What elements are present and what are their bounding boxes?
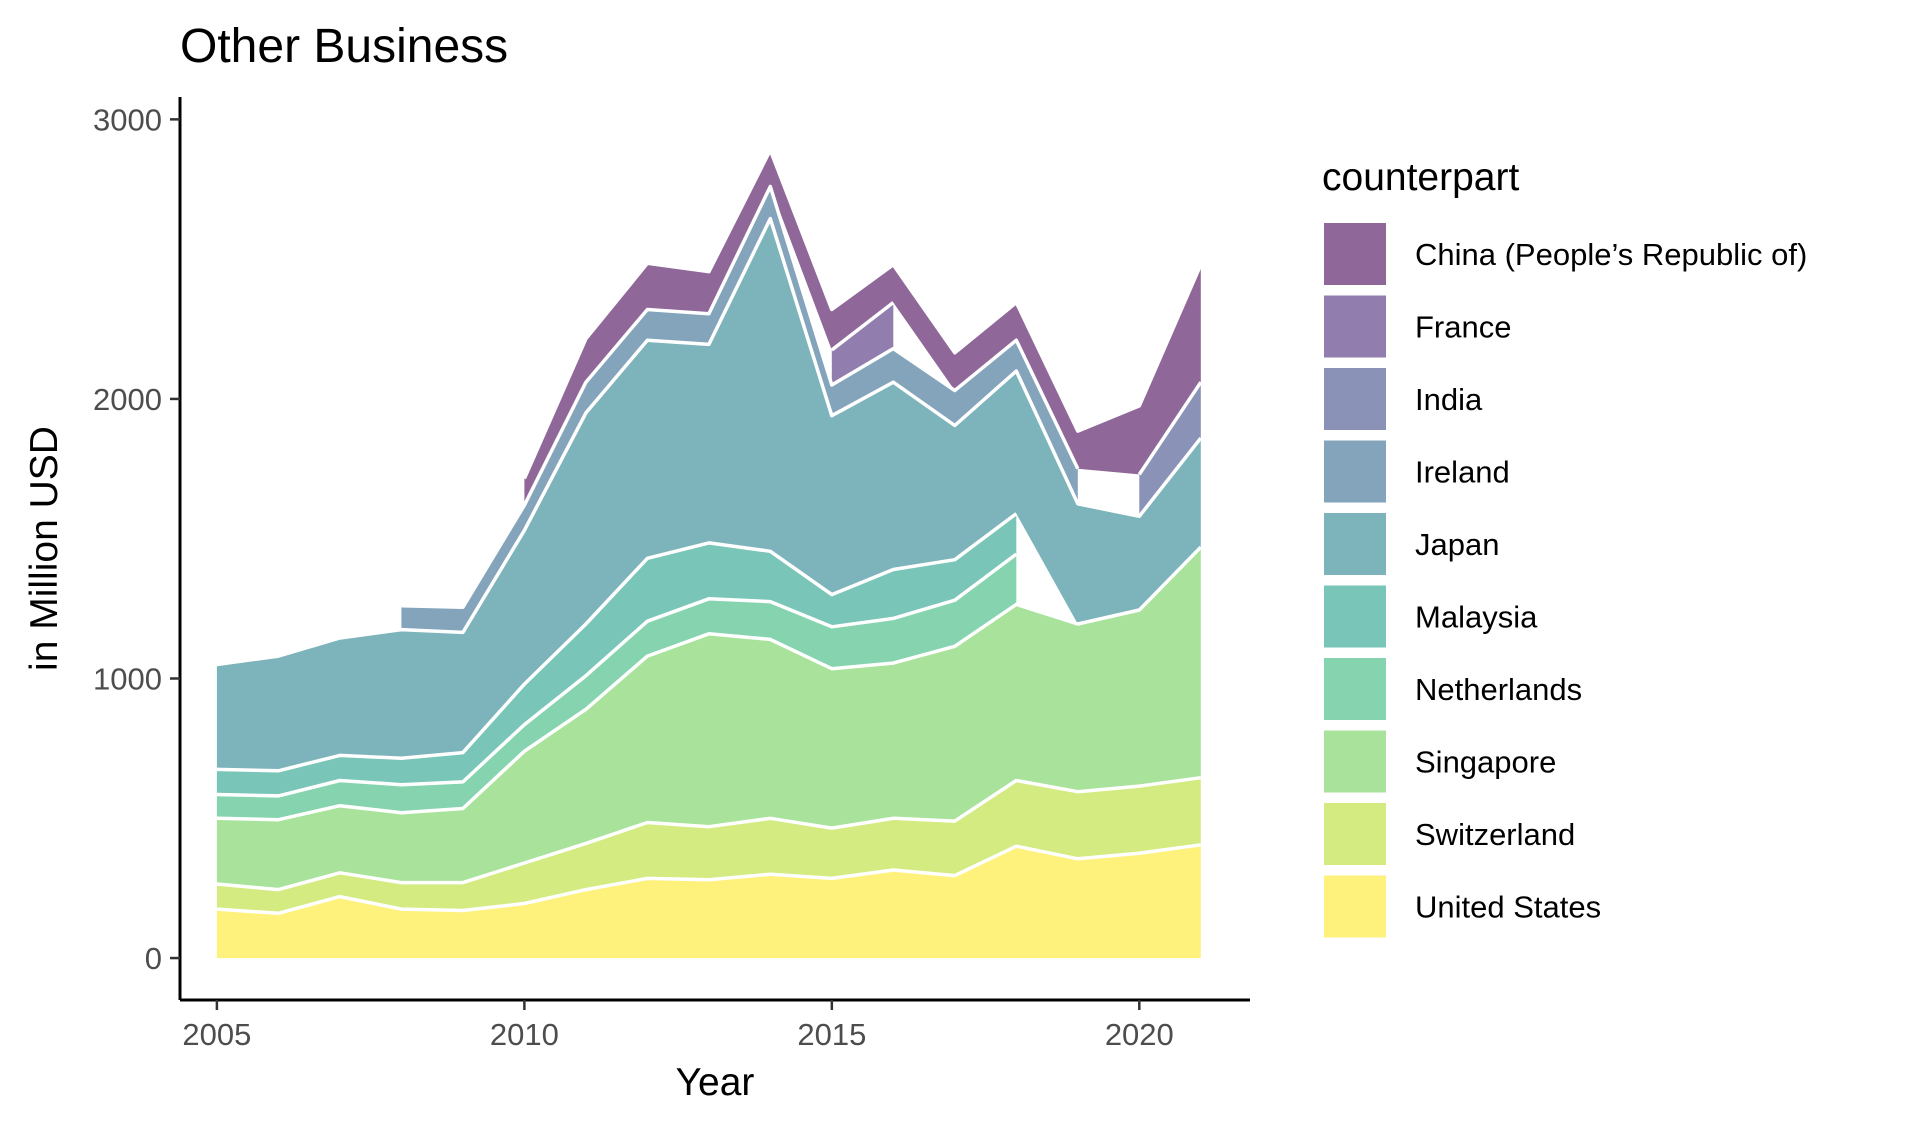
- legend-item-switzerland: Switzerland: [1324, 803, 1575, 865]
- legend-label: India: [1415, 382, 1483, 417]
- area-china-people-s-republic-of: [524, 150, 1201, 506]
- boundary-malaysia: [216, 512, 1018, 773]
- legend-swatch: [1324, 658, 1386, 720]
- legend-label: Ireland: [1415, 455, 1510, 490]
- area-united-states: [216, 844, 1201, 959]
- x-tick-label: 2005: [182, 1017, 251, 1052]
- x-tick-label: 2010: [490, 1017, 559, 1052]
- y-tick-label: 0: [145, 941, 162, 976]
- legend-label: Netherlands: [1415, 672, 1582, 707]
- x-tick-label: 2015: [797, 1017, 866, 1052]
- legend-swatch: [1324, 368, 1386, 430]
- area-netherlands: [216, 554, 1017, 820]
- legend-title: counterpart: [1322, 156, 1519, 199]
- legend-item-singapore: Singapore: [1324, 730, 1556, 793]
- chart-title: Other Business: [180, 20, 508, 73]
- legend-label: China (People’s Republic of): [1415, 237, 1807, 272]
- x-tick-label: 2020: [1105, 1017, 1174, 1052]
- x-axis-title: Year: [676, 1061, 755, 1104]
- legend-swatch: [1324, 295, 1386, 358]
- boundary-netherlands: [216, 552, 1018, 798]
- legend-swatch: [1324, 223, 1386, 285]
- area-ireland: [401, 186, 1078, 633]
- boundary-singapore: [216, 545, 1203, 822]
- area-switzerland: [216, 777, 1201, 914]
- plot-areas: [216, 148, 1203, 959]
- legend-label: Japan: [1415, 527, 1499, 562]
- y-tick-label: 1000: [93, 661, 162, 696]
- legend-item-netherlands: Netherlands: [1324, 658, 1582, 720]
- legend-item-japan: Japan: [1324, 513, 1499, 575]
- axes: 2005 2010 2015 2020 0 1000 2000 3000: [93, 97, 1250, 1052]
- legend-label: Switzerland: [1415, 817, 1575, 852]
- y-tick-label: 2000: [93, 382, 162, 417]
- boundary-united-states: [216, 843, 1202, 916]
- legend: counterpart China (People’s Republic of)…: [1322, 156, 1807, 938]
- y-axis-title: in Million USD: [23, 426, 66, 671]
- legend-item-china-people-s-republic-of: China (People’s Republic of): [1324, 223, 1807, 285]
- boundary-ireland: [401, 184, 1080, 609]
- boundary-japan: [216, 216, 1203, 667]
- legend-swatch: [1324, 440, 1386, 503]
- legend-swatch: [1324, 585, 1386, 648]
- boundary-india: [1137, 381, 1203, 476]
- legend-label: France: [1415, 310, 1511, 345]
- area-singapore: [216, 547, 1201, 890]
- legend-item-ireland: Ireland: [1324, 440, 1510, 503]
- boundary-switzerland: [216, 775, 1202, 892]
- legend-label: United States: [1415, 890, 1601, 925]
- boundary-china-people-s-republic-of: [522, 148, 1203, 480]
- legend-swatch: [1324, 803, 1386, 865]
- legend-items: China (People’s Republic of) France India I…: [1324, 223, 1807, 938]
- legend-item-united-states: United States: [1324, 875, 1601, 938]
- legend-swatch: [1324, 730, 1386, 793]
- legend-item-malaysia: Malaysia: [1324, 585, 1538, 648]
- legend-swatch: [1324, 875, 1386, 938]
- legend-label: Singapore: [1415, 745, 1556, 780]
- area-india: [1139, 382, 1201, 517]
- legend-item-france: France: [1324, 295, 1511, 358]
- legend-swatch: [1324, 513, 1386, 575]
- legend-item-india: India: [1324, 368, 1483, 430]
- y-tick-label: 3000: [93, 102, 162, 137]
- area-france: [831, 302, 894, 385]
- legend-label: Malaysia: [1415, 600, 1538, 635]
- boundary-france: [830, 301, 895, 352]
